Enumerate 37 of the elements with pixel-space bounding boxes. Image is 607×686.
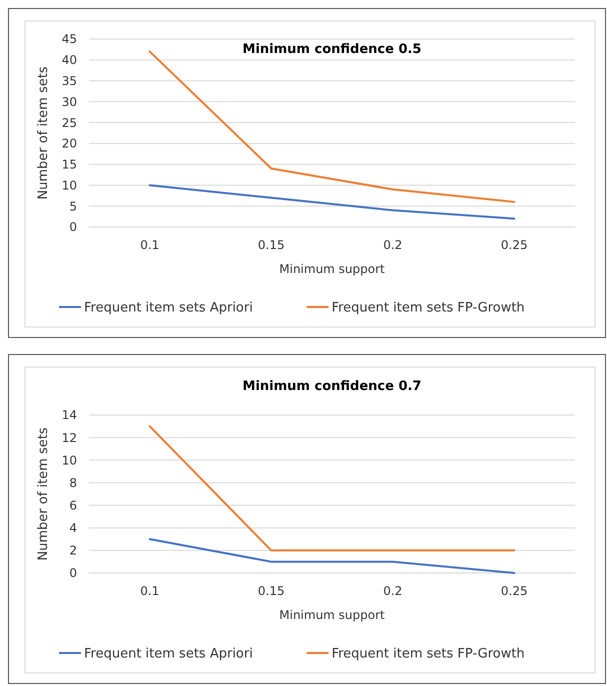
chart-title: Minimum confidence 0.5 bbox=[242, 42, 422, 57]
x-tick-label: 0.15 bbox=[258, 584, 285, 598]
legend-label: Frequent item sets FP-Growth bbox=[332, 646, 525, 662]
y-tick-label: 35 bbox=[62, 74, 77, 88]
y-tick-label: 0 bbox=[69, 566, 77, 580]
y-tick-label: 12 bbox=[62, 430, 77, 445]
y-tick-label: 5 bbox=[69, 199, 77, 214]
x-tick-label: 0.1 bbox=[140, 584, 160, 598]
y-axis-title: Number of item sets bbox=[36, 427, 51, 561]
x-tick-label: 0.25 bbox=[500, 238, 528, 252]
legend-label: Frequent item sets FP-Growth bbox=[332, 300, 525, 316]
y-axis-title: Number of item sets bbox=[36, 66, 51, 200]
legend-label: Frequent item sets Apriori bbox=[84, 300, 253, 316]
x-tick-label: 0.2 bbox=[383, 238, 402, 252]
line-series bbox=[148, 184, 516, 220]
y-tick-label: 45 bbox=[62, 32, 77, 46]
y-tick-label: 40 bbox=[62, 53, 77, 68]
x-tick-label: 0.2 bbox=[383, 584, 402, 598]
legend-label: Frequent item sets Apriori bbox=[84, 646, 253, 662]
y-tick-label: 10 bbox=[62, 453, 77, 468]
y-tick-label: 0 bbox=[69, 220, 77, 234]
y-tick-label: 25 bbox=[62, 116, 77, 130]
y-tick-label: 8 bbox=[69, 476, 77, 490]
y-tick-label: 30 bbox=[62, 94, 77, 109]
y-tick-label: 14 bbox=[62, 408, 77, 422]
x-tick-label: 0.1 bbox=[140, 238, 160, 252]
x-tick-label: 0.25 bbox=[500, 584, 528, 598]
y-tick-label: 2 bbox=[69, 544, 77, 558]
y-tick-label: 20 bbox=[62, 136, 77, 151]
y-tick-label: 15 bbox=[62, 158, 77, 172]
x-axis-title: Minimum support bbox=[279, 608, 386, 622]
y-tick-label: 10 bbox=[62, 178, 77, 192]
x-axis-title: Minimum support bbox=[279, 262, 386, 276]
y-tick-label: 6 bbox=[69, 498, 77, 512]
chart-title: Minimum confidence 0.7 bbox=[242, 379, 422, 394]
y-tick-label: 4 bbox=[69, 521, 77, 536]
x-tick-label: 0.15 bbox=[258, 238, 285, 252]
